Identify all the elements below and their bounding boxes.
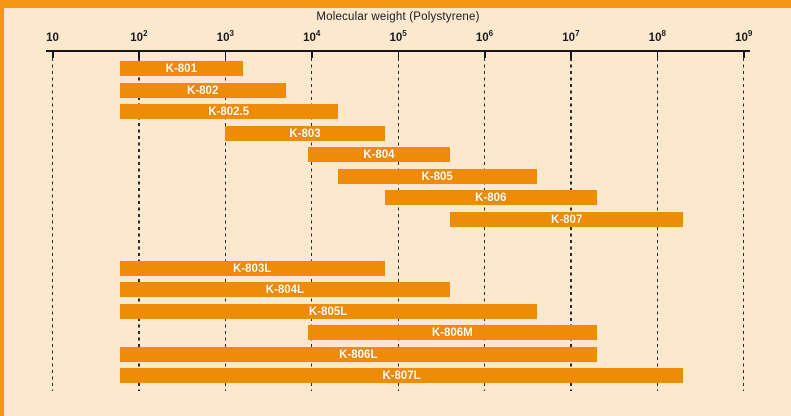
x-tick-mark: [743, 52, 745, 58]
bar-label-K-805: K-805: [421, 170, 453, 183]
bar-label-K-803L: K-803L: [233, 262, 272, 275]
bar-label-K-804L: K-804L: [265, 283, 305, 296]
bar-K-805L: K-805L: [119, 304, 537, 319]
bar-K-803: K-803: [225, 126, 385, 141]
bar-K-807L: K-807L: [119, 368, 684, 383]
bar-K-806: K-806: [384, 190, 597, 205]
bar-label-K-807: K-807: [551, 213, 583, 226]
x-tick-label-1e5: 105: [389, 29, 407, 44]
bar-label-K-806M: K-806M: [431, 326, 473, 339]
bar-label-K-806: K-806: [475, 191, 507, 204]
bar-label-K-802.5: K-802.5: [208, 105, 250, 118]
bar-K-802: K-802: [119, 83, 286, 98]
x-tick-mark: [311, 52, 313, 58]
x-tick-label-1e2: 102: [130, 29, 148, 44]
x-tick-mark: [52, 52, 54, 58]
bar-label-K-801: K-801: [165, 62, 197, 75]
x-tick-label-1e1: 10: [46, 32, 59, 44]
bar-label-K-803: K-803: [289, 127, 321, 140]
x-tick-label-1e3: 103: [216, 29, 234, 44]
gridline: [397, 58, 399, 391]
bar-K-806M: K-806M: [307, 325, 597, 340]
x-tick-mark: [224, 52, 227, 58]
bar-K-807: K-807: [450, 212, 684, 227]
gridline: [52, 58, 54, 391]
chart-title: Molecular weight (Polystyrene): [316, 11, 480, 23]
gridline: [311, 58, 313, 391]
bar-K-801: K-801: [119, 61, 243, 76]
bar-label-K-804: K-804: [363, 148, 395, 161]
x-axis-line: [46, 50, 750, 52]
x-tick-label-1e9: 109: [735, 29, 753, 44]
x-tick-mark: [138, 52, 140, 58]
gridline: [138, 58, 140, 391]
bar-K-803L: K-803L: [119, 261, 385, 276]
x-tick-label-1e8: 108: [648, 29, 666, 44]
bar-label-K-805L: K-805L: [308, 305, 348, 318]
bar-K-804: K-804: [307, 147, 451, 162]
x-tick-mark: [656, 52, 659, 58]
top-accent-strip: [0, 0, 791, 8]
bar-label-K-807L: K-807L: [382, 369, 421, 382]
bar-K-806L: K-806L: [119, 347, 597, 362]
x-tick-mark: [570, 52, 572, 58]
left-accent-strip: [0, 0, 4, 416]
bar-label-K-806L: K-806L: [339, 348, 378, 361]
gridline: [743, 58, 745, 391]
x-tick-mark: [484, 52, 486, 58]
bar-K-802.5: K-802.5: [119, 104, 338, 119]
bar-K-804L: K-804L: [119, 282, 451, 297]
bar-label-K-802: K-802: [187, 84, 219, 97]
x-tick-mark: [397, 52, 400, 58]
gridline: [224, 58, 227, 391]
x-tick-label-1e6: 106: [475, 29, 494, 44]
x-tick-label-1e7: 107: [562, 29, 580, 44]
x-tick-label-1e4: 104: [303, 29, 321, 44]
bar-K-805: K-805: [337, 169, 537, 184]
